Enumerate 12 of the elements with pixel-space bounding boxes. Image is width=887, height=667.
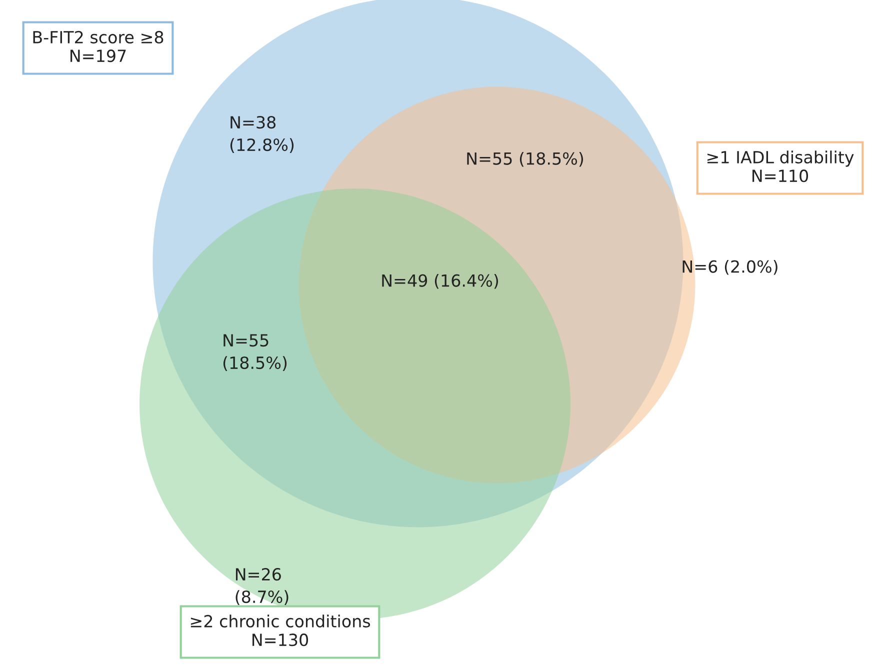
text: N=38 (12.8%) [230, 116, 294, 154]
text: N=55 (18.5%) [223, 334, 287, 372]
text: N=26 (8.7%) [236, 568, 288, 606]
text: N=55 (18.5%) [467, 152, 584, 167]
text: N=6 (2.0%) [682, 260, 778, 275]
text: N=49 (16.4%) [382, 274, 498, 289]
data-label: N=110 [752, 170, 808, 182]
category-label: ≥1 IADL disability [707, 150, 854, 167]
category-label: ≥2 chronic conditions [190, 614, 370, 628]
category-label: B-FIT2 score ≥8 [33, 30, 164, 44]
data-label: N=130 [252, 634, 308, 646]
data-label: N=197 [70, 50, 126, 62]
